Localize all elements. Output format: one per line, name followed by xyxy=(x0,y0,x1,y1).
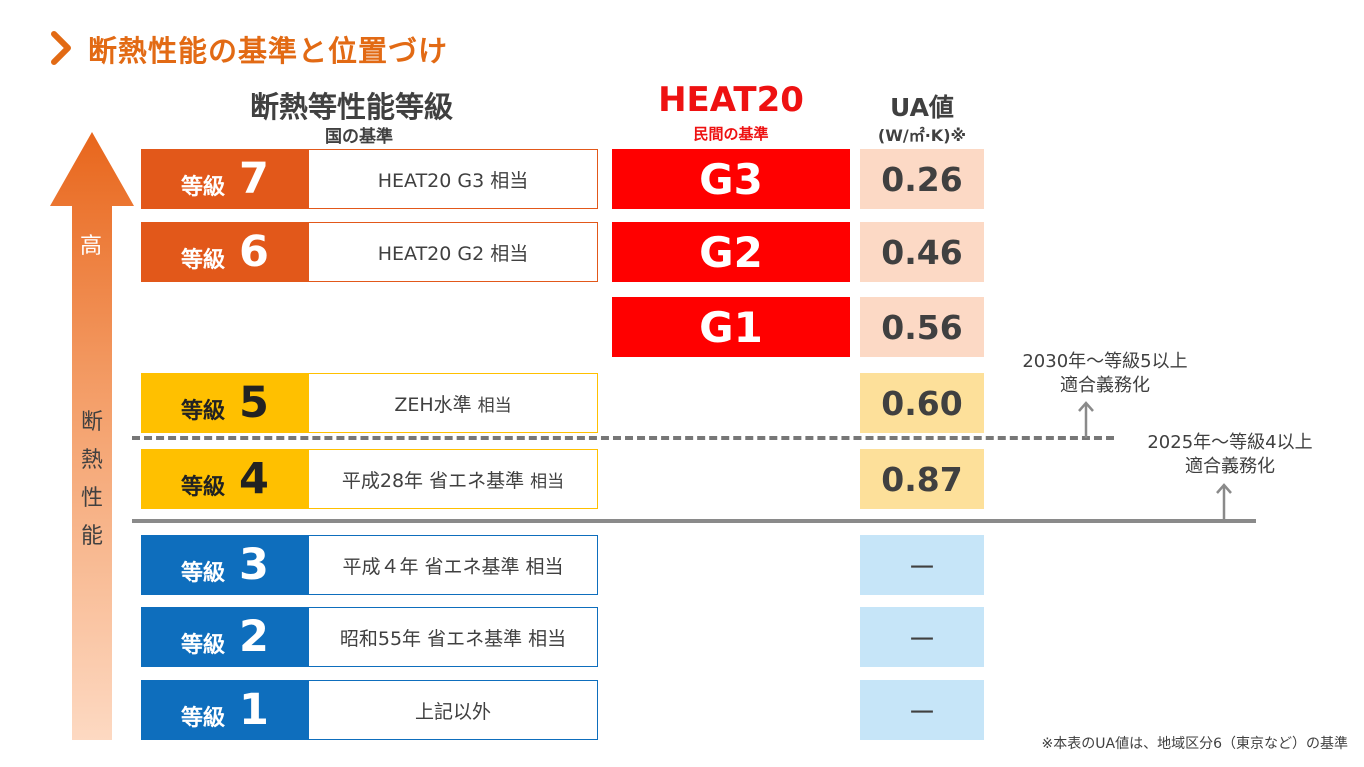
ua-value-grade-6: 0.46 xyxy=(860,222,984,282)
ua-value-grade-4: 0.87 xyxy=(860,449,984,509)
note-2030: 2030年～等級5以上 適合義務化 xyxy=(1000,350,1210,398)
performance-arrow xyxy=(50,132,134,740)
ua-value-g1: 0.56 xyxy=(860,297,984,357)
ua-column-title: UA値 xyxy=(890,93,954,122)
heat20-g2-box: G2 xyxy=(612,222,850,282)
note-2025-line2: 適合義務化 xyxy=(1185,456,1275,477)
grade-3-equivalent: 平成４年 省エネ基準 相当 xyxy=(308,535,598,595)
note-2030-line1: 2030年～等級5以上 xyxy=(1022,351,1188,372)
ua-value-grade-3: － xyxy=(860,535,984,595)
grade-5-equivalent: ZEH水準 相当 xyxy=(308,373,598,433)
grade-word: 等級 xyxy=(181,633,226,658)
equivalent-suffix: 相当 xyxy=(477,395,512,416)
grade-number: 3 xyxy=(239,540,269,590)
chevron-right-icon xyxy=(51,31,71,65)
grade-word: 等級 xyxy=(181,561,226,586)
grade-column-subtitle: 国の基準 xyxy=(325,127,393,147)
footnote: ※本表のUA値は、地域区分6（東京など）の基準 xyxy=(1041,736,1348,752)
ua-value-grade-7: 0.26 xyxy=(860,149,984,209)
equivalent-main: 平成28年 省エネ基準 xyxy=(341,469,525,492)
grade-word: 等級 xyxy=(181,475,226,500)
grade-2-equivalent: 昭和55年 省エネ基準 相当 xyxy=(308,607,598,667)
note-2030-line2: 適合義務化 xyxy=(1060,375,1150,396)
threshold-2025-line xyxy=(132,519,1256,523)
heat20-g3-box: G3 xyxy=(612,149,850,209)
heat20-g1-box: G1 xyxy=(612,297,850,357)
grade-7-equivalent: HEAT20 G3 相当 xyxy=(308,149,598,209)
page-title: 断熱性能の基準と位置づけ xyxy=(88,34,449,68)
grade-number: 1 xyxy=(239,685,269,735)
grade-2-badge: 等級 2 xyxy=(141,607,309,667)
grade-7-badge: 等級 7 xyxy=(141,149,309,209)
grade-number: 5 xyxy=(239,378,269,428)
grade-word: 等級 xyxy=(181,175,226,200)
equivalent-suffix: 相当 xyxy=(530,471,565,492)
grade-6-equivalent: HEAT20 G2 相当 xyxy=(308,222,598,282)
ua-value-grade-1: － xyxy=(860,680,984,740)
grade-word: 等級 xyxy=(181,248,226,273)
ua-value-grade-2: － xyxy=(860,607,984,667)
grade-number: 4 xyxy=(239,454,269,504)
arrow-high-label: 高 xyxy=(80,234,103,259)
grade-number: 7 xyxy=(239,154,269,204)
grade-6-badge: 等級 6 xyxy=(141,222,309,282)
ua-column-unit: (W/㎡·K)※ xyxy=(877,126,967,145)
note-2025-line1: 2025年～等級4以上 xyxy=(1147,432,1313,453)
heat20-column-title: HEAT20 xyxy=(658,80,804,120)
arrow-up-icon xyxy=(1078,401,1094,438)
grade-4-badge: 等級 4 xyxy=(141,449,309,509)
grade-4-equivalent: 平成28年 省エネ基準 相当 xyxy=(308,449,598,509)
ua-value-grade-5: 0.60 xyxy=(860,373,984,433)
equivalent-main: ZEH水準 xyxy=(394,393,472,416)
grade-number: 2 xyxy=(239,612,269,662)
grade-5-badge: 等級 5 xyxy=(141,373,309,433)
threshold-2030-line xyxy=(132,436,1114,440)
grade-word: 等級 xyxy=(181,399,226,424)
note-2025: 2025年～等級4以上 適合義務化 xyxy=(1125,431,1335,479)
grade-1-badge: 等級 1 xyxy=(141,680,309,740)
grade-3-badge: 等級 3 xyxy=(141,535,309,595)
grade-column-title: 断熱等性能等級 xyxy=(250,90,454,124)
arrow-up-icon xyxy=(1216,483,1232,520)
grade-1-equivalent: 上記以外 xyxy=(308,680,598,740)
grade-number: 6 xyxy=(239,227,269,277)
grade-word: 等級 xyxy=(181,706,226,731)
heat20-column-subtitle: 民間の基準 xyxy=(693,125,769,143)
arrow-side-label: 断熱性能 xyxy=(80,410,103,549)
